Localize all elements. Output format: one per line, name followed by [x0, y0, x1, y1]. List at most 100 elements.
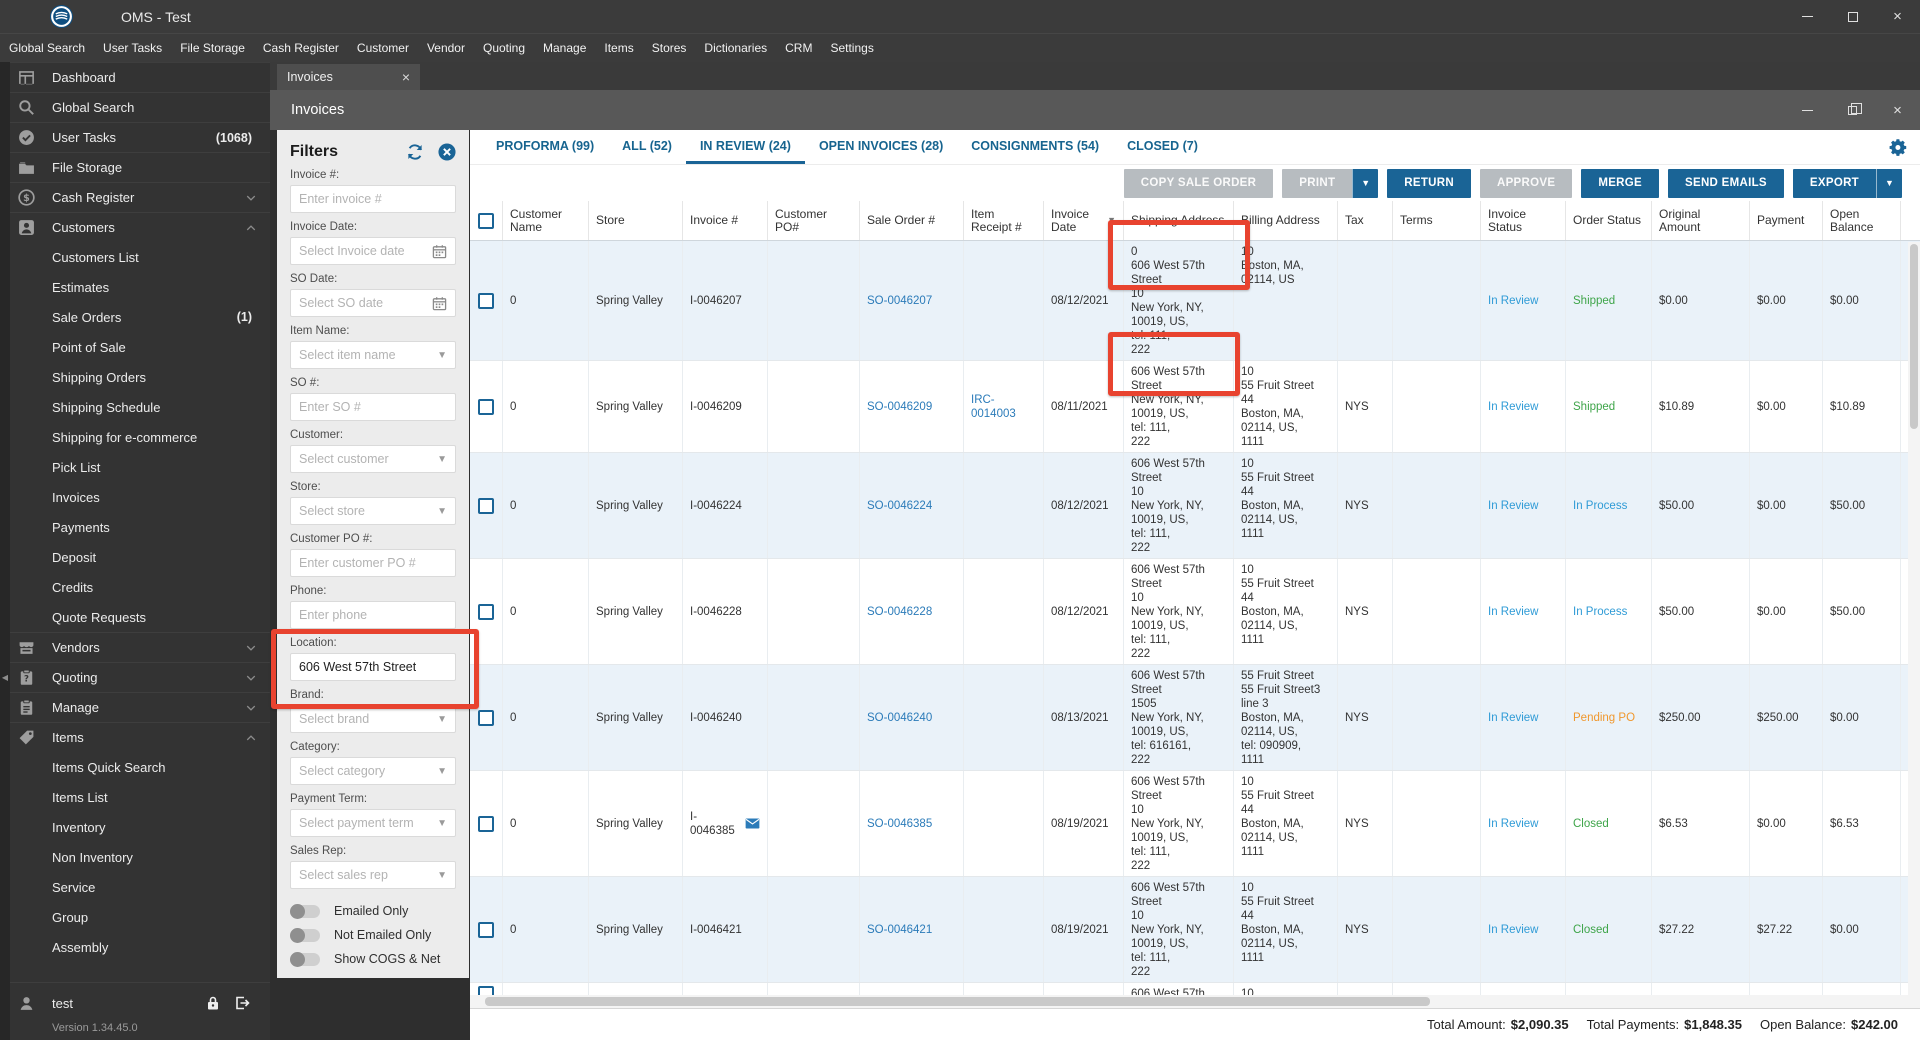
- sale-order-link[interactable]: SO-0046228: [867, 605, 933, 618]
- sidebar-item-payments[interactable]: Payments: [10, 512, 270, 542]
- toggle-emailed-only[interactable]: Emailed Only: [290, 899, 456, 923]
- sidebar-item-assembly[interactable]: Assembly: [10, 932, 270, 962]
- window-maximize-button[interactable]: [1830, 0, 1875, 33]
- row-checkbox[interactable]: [478, 921, 494, 938]
- filter-input-so[interactable]: Enter SO #: [290, 393, 456, 421]
- column-header-item-receipt[interactable]: Item Receipt #: [964, 201, 1044, 240]
- table-row-7[interactable]: 0 Spring Valley I-0046421 SO-0046421 08/19/2…: [470, 877, 1920, 983]
- column-header-shipping-address[interactable]: Shipping Address: [1124, 201, 1234, 240]
- sidebar-item-shipping-for-e-commerce[interactable]: Shipping for e-commerce: [10, 422, 270, 452]
- table-row-5[interactable]: 0 Spring Valley I-0046240 SO-0046240 08/13/2…: [470, 665, 1920, 771]
- column-header-original-amount[interactable]: Original Amount: [1652, 201, 1750, 240]
- table-row-4[interactable]: 0 Spring Valley I-0046228 SO-0046228 08/12/2…: [470, 559, 1920, 665]
- tab-open-invoices-28[interactable]: OPEN INVOICES (28): [818, 138, 944, 153]
- tab-proforma-99[interactable]: PROFORMA (99): [496, 138, 595, 153]
- menu-item-items[interactable]: Items: [604, 41, 634, 55]
- column-header-tax[interactable]: Tax: [1338, 201, 1393, 240]
- sidebar-item-dashboard[interactable]: Dashboard: [10, 62, 270, 92]
- sidebar-item-group[interactable]: Group: [10, 902, 270, 932]
- table-row-8[interactable]: 606 West 57th 10: [470, 983, 1920, 995]
- filter-input-customer[interactable]: Select customer ▼: [290, 445, 456, 473]
- horizontal-scrollbar-thumb[interactable]: [485, 997, 1430, 1006]
- column-header-open-balance[interactable]: Open Balance: [1823, 201, 1901, 240]
- sidebar-item-credits[interactable]: Credits: [10, 572, 270, 602]
- vertical-scrollbar-thumb[interactable]: [1910, 244, 1918, 429]
- filter-input-item-name[interactable]: Select item name ▼: [290, 341, 456, 369]
- child-restore-button[interactable]: [1830, 90, 1875, 130]
- menu-item-quoting[interactable]: Quoting: [482, 41, 526, 55]
- menu-item-stores[interactable]: Stores: [651, 41, 687, 55]
- table-row-3[interactable]: 0 Spring Valley I-0046224 SO-0046224 08/12/2…: [470, 453, 1920, 559]
- sidebar-item-user-tasks[interactable]: User Tasks (1068): [10, 122, 270, 152]
- sale-order-link[interactable]: SO-0046209: [867, 400, 933, 413]
- filter-input-customer-po[interactable]: Enter customer PO #: [290, 549, 456, 577]
- sale-order-link[interactable]: SO-0046421: [867, 923, 933, 936]
- tab-all-52[interactable]: ALL (52): [622, 138, 672, 153]
- return-button[interactable]: RETURN: [1387, 168, 1471, 198]
- menu-item-file-storage[interactable]: File Storage: [180, 41, 245, 55]
- print-button[interactable]: PRINT: [1282, 168, 1353, 198]
- logout-icon[interactable]: [234, 995, 250, 1011]
- column-header-invoice-date[interactable]: Invoice Date ▼: [1044, 201, 1124, 240]
- menu-item-dictionaries[interactable]: Dictionaries: [704, 41, 768, 55]
- toggle-not-emailed-only[interactable]: Not Emailed Only: [290, 923, 456, 947]
- child-close-button[interactable]: ×: [1893, 101, 1902, 119]
- table-row-6[interactable]: 0 Spring Valley I-0046385 SO-0046385 08/19/2…: [470, 771, 1920, 877]
- column-header-sale-order[interactable]: Sale Order #: [860, 201, 964, 240]
- select-all-checkbox[interactable]: [478, 212, 494, 229]
- column-header-order-status[interactable]: Order Status: [1566, 201, 1652, 240]
- menu-item-global-search[interactable]: Global Search: [9, 41, 86, 55]
- menu-item-cash-register[interactable]: Cash Register: [262, 41, 339, 55]
- sale-order-link[interactable]: SO-0046385: [867, 817, 933, 830]
- window-close-button[interactable]: ×: [1893, 8, 1902, 25]
- sidebar-item-point-of-sale[interactable]: Point of Sale: [10, 332, 270, 362]
- column-header-invoice-status[interactable]: Invoice Status: [1481, 201, 1566, 240]
- user-row[interactable]: test: [10, 990, 270, 1016]
- filter-input-store[interactable]: Select store ▼: [290, 497, 456, 525]
- toggle-switch[interactable]: [290, 903, 320, 919]
- calendar-icon[interactable]: [432, 244, 447, 259]
- table-row-1[interactable]: 0 Spring Valley I-0046207 SO-0046207 08/12/2…: [470, 241, 1920, 361]
- sidebar-item-global-search[interactable]: Global Search: [10, 92, 270, 122]
- row-checkbox[interactable]: [478, 603, 494, 620]
- copy-sale-order-button[interactable]: COPY SALE ORDER: [1123, 168, 1274, 198]
- filter-input-category[interactable]: Select category ▼: [290, 757, 456, 785]
- document-tab-invoices[interactable]: Invoices ×: [277, 64, 420, 90]
- table-row-2[interactable]: 0 Spring Valley I-0046209 SO-0046209 IRC-001…: [470, 361, 1920, 453]
- window-minimize-button[interactable]: [1785, 0, 1830, 33]
- child-minimize-button[interactable]: [1785, 90, 1830, 130]
- menu-item-user-tasks[interactable]: User Tasks: [103, 41, 163, 55]
- filter-input-brand[interactable]: Select brand ▼: [290, 705, 456, 733]
- vertical-scrollbar[interactable]: [1908, 242, 1920, 995]
- sidebar-item-manage[interactable]: Manage: [10, 692, 270, 722]
- row-checkbox[interactable]: [478, 815, 494, 832]
- sidebar-item-pick-list[interactable]: Pick List: [10, 452, 270, 482]
- column-header-invoice[interactable]: Invoice #: [683, 201, 768, 240]
- sidebar-item-quote-requests[interactable]: Quote Requests: [10, 602, 270, 632]
- tab-in-review-24[interactable]: IN REVIEW (24): [685, 130, 805, 164]
- tab-closed-7[interactable]: CLOSED (7): [1127, 138, 1198, 153]
- print-dropdown-caret[interactable]: ▼: [1352, 168, 1379, 198]
- menu-item-crm[interactable]: CRM: [785, 41, 813, 55]
- sidebar-item-items-list[interactable]: Items List: [10, 782, 270, 812]
- merge-button[interactable]: MERGE: [1581, 168, 1659, 198]
- export-button[interactable]: EXPORT: [1792, 168, 1876, 198]
- menu-item-customer[interactable]: Customer: [356, 41, 409, 55]
- gear-icon[interactable]: [1889, 138, 1908, 157]
- tab-consignments-54[interactable]: CONSIGNMENTS (54): [971, 138, 1100, 153]
- column-header-terms[interactable]: Terms: [1393, 201, 1481, 240]
- filter-input-payment-term[interactable]: Select payment term ▼: [290, 809, 456, 837]
- row-checkbox[interactable]: [478, 709, 494, 726]
- calendar-icon[interactable]: [432, 296, 447, 311]
- sidebar-item-non-inventory[interactable]: Non Inventory: [10, 842, 270, 872]
- sidebar-item-customers-list[interactable]: Customers List: [10, 242, 270, 272]
- approve-button[interactable]: APPROVE: [1479, 168, 1573, 198]
- toggle-switch[interactable]: [290, 951, 320, 967]
- lock-icon[interactable]: [205, 995, 221, 1011]
- sidebar-item-vendors[interactable]: Vendors: [10, 632, 270, 662]
- filter-input-phone[interactable]: Enter phone: [290, 601, 456, 629]
- sidebar-item-estimates[interactable]: Estimates: [10, 272, 270, 302]
- row-checkbox[interactable]: [478, 497, 494, 514]
- clear-filters-icon[interactable]: [438, 143, 456, 161]
- export-dropdown-caret[interactable]: ▼: [1876, 168, 1902, 198]
